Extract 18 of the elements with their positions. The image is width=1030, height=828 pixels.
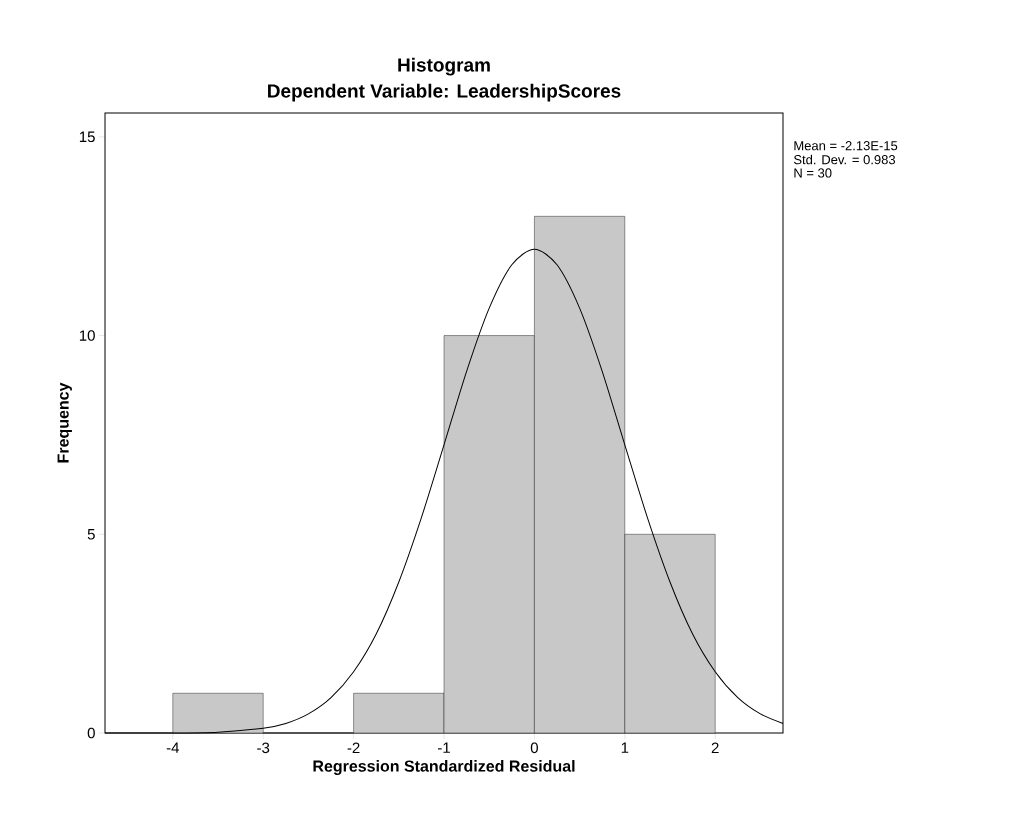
text: N = 30	[794, 168, 832, 178]
chart-title: Histogram	[398, 57, 490, 76]
text: Std. Dev. = 0.983	[793, 154, 896, 165]
y-tick-label: 10	[79, 330, 95, 341]
x-axis-title: Regression Standardized Residual	[313, 760, 575, 775]
x-tick-label: 1	[621, 742, 629, 753]
text: Mean = -2.13E-15	[794, 141, 898, 151]
y-tick-label: 5	[87, 529, 95, 540]
x-tick-label: 0	[530, 742, 538, 754]
chart-subtitle: Dependent Variable: LeadershipScores	[268, 83, 621, 102]
y-axis-title: Frequency	[57, 382, 72, 463]
x-tick-label: -4	[166, 742, 180, 753]
x-tick-label: -3	[257, 742, 270, 754]
x-tick-label: 2	[711, 742, 719, 754]
y-tick-label: 0	[87, 727, 95, 739]
x-tick-label: -1	[437, 742, 450, 753]
y-tick-label: 15	[79, 131, 95, 143]
x-tick-label: -2	[347, 742, 360, 754]
